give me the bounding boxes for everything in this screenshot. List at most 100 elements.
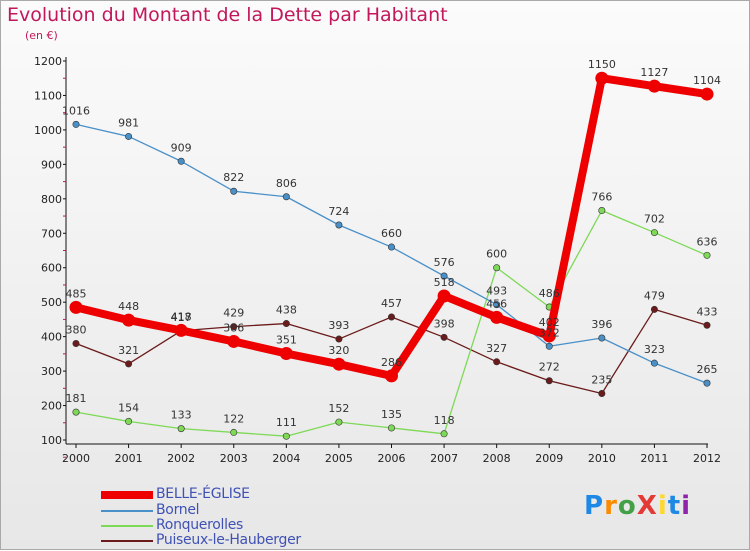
data-label-ronquerolles: 636 [697, 235, 718, 248]
x-tick-label: 2005 [325, 452, 353, 465]
data-point-belle-glise [647, 79, 661, 93]
data-point-ronquerolles [387, 424, 395, 432]
data-label-belle-glise: 1127 [640, 66, 668, 79]
data-point-belle-glise [279, 347, 293, 361]
data-point-belle-glise [437, 289, 451, 303]
data-label-ronquerolles: 118 [434, 414, 455, 427]
y-tick-label: 700 [41, 227, 62, 240]
data-label-puiseux-le-hauberger: 398 [434, 317, 455, 330]
data-point-ronquerolles [282, 432, 290, 440]
x-tick-label: 2004 [272, 452, 300, 465]
x-tick-label: 2003 [220, 452, 248, 465]
data-label-ronquerolles: 154 [118, 401, 139, 414]
data-point-ronquerolles [177, 425, 185, 433]
chart-subtitle: (en €) [25, 29, 58, 42]
data-label-bornel: 724 [328, 205, 349, 218]
data-point-ronquerolles [72, 408, 80, 416]
data-point-belle-glise [595, 71, 609, 85]
x-tick-label: 2012 [693, 452, 721, 465]
logo-letter: t [667, 491, 682, 521]
legend-label-ronquerolles: Ronquerolles [156, 517, 244, 533]
data-point-ronquerolles [125, 417, 133, 425]
data-point-ronquerolles [703, 251, 711, 259]
data-label-ronquerolles: 486 [539, 287, 560, 300]
data-label-bornel: 1016 [62, 104, 90, 117]
x-tick-label: 2001 [115, 452, 143, 465]
data-label-bornel: 396 [591, 318, 612, 331]
data-label-puiseux-le-hauberger: 433 [697, 305, 718, 318]
data-point-bornel [440, 272, 448, 280]
x-tick-label: 2002 [167, 452, 195, 465]
data-point-ronquerolles [335, 418, 343, 426]
data-point-bornel [598, 334, 606, 342]
data-label-belle-glise: 351 [276, 334, 297, 347]
data-label-belle-glise: 286 [381, 356, 402, 369]
y-tick-label: 400 [41, 331, 62, 344]
data-label-ronquerolles: 600 [486, 248, 507, 261]
data-label-bornel: 372 [539, 326, 560, 339]
x-tick-label: 2007 [430, 452, 458, 465]
data-point-puiseux-le-hauberger [650, 305, 658, 313]
data-point-ronquerolles [598, 207, 606, 215]
x-tick-label: 2010 [588, 452, 616, 465]
data-point-belle-glise [385, 369, 398, 383]
legend-swatch-ronquerolles [101, 525, 153, 527]
data-point-puiseux-le-hauberger [230, 323, 238, 331]
x-tick-label: 2006 [378, 452, 406, 465]
data-point-belle-glise [490, 310, 504, 324]
data-label-puiseux-le-hauberger: 327 [486, 342, 507, 355]
data-point-puiseux-le-hauberger [125, 360, 133, 368]
data-label-puiseux-le-hauberger: 457 [381, 297, 402, 310]
data-label-puiseux-le-hauberger: 393 [328, 319, 349, 332]
legend-swatch-belle-eglise [101, 491, 153, 499]
data-label-ronquerolles: 152 [328, 402, 349, 415]
series-line-bornel [75, 123, 708, 384]
y-tick-label: 100 [41, 434, 62, 447]
data-label-belle-glise: 418 [171, 310, 192, 323]
data-label-puiseux-le-hauberger: 235 [591, 373, 612, 386]
data-label-bornel: 822 [223, 171, 244, 184]
y-tick-label: 800 [41, 193, 62, 206]
data-label-puiseux-le-hauberger: 438 [276, 304, 297, 317]
data-label-puiseux-le-hauberger: 479 [644, 289, 665, 302]
data-label-bornel: 493 [486, 285, 507, 298]
data-point-puiseux-le-hauberger [387, 313, 395, 321]
x-tick-label: 2008 [483, 452, 511, 465]
data-label-belle-glise: 1150 [588, 58, 616, 71]
y-tick-label: 900 [41, 158, 62, 171]
logo-letter: o [617, 491, 637, 521]
data-label-puiseux-le-hauberger: 429 [223, 307, 244, 320]
data-point-ronquerolles [493, 264, 501, 272]
data-label-bornel: 265 [697, 363, 718, 376]
data-point-belle-glise [332, 357, 346, 371]
data-point-bornel [387, 243, 395, 251]
data-point-bornel [177, 157, 185, 165]
y-tick-label: 300 [41, 365, 62, 378]
data-label-ronquerolles: 111 [276, 416, 297, 429]
x-tick-label: 2009 [535, 452, 563, 465]
data-point-puiseux-le-hauberger [282, 320, 290, 328]
data-label-belle-glise: 518 [434, 276, 455, 289]
y-tick-label: 1100 [34, 89, 62, 102]
proxiti-logo: ProXiti [584, 491, 691, 521]
data-label-belle-glise: 1104 [693, 74, 721, 87]
data-point-puiseux-le-hauberger [598, 389, 606, 397]
data-label-bornel: 576 [434, 256, 455, 269]
data-point-ronquerolles [230, 428, 238, 436]
logo-letter: i [657, 491, 668, 521]
chart-title: Evolution du Montant de la Dette par Hab… [7, 4, 448, 26]
data-label-ronquerolles: 766 [591, 191, 612, 204]
y-tick-label: 1000 [34, 124, 62, 137]
x-tick-label: 2000 [62, 452, 90, 465]
data-point-bornel [72, 120, 80, 128]
data-point-bornel [125, 132, 133, 140]
data-label-puiseux-le-hauberger: 321 [118, 344, 139, 357]
y-tick-label: 1200 [34, 55, 62, 68]
data-point-bornel [335, 221, 343, 229]
data-label-belle-glise: 386 [223, 321, 244, 334]
data-label-ronquerolles: 702 [644, 213, 665, 226]
data-point-puiseux-le-hauberger [72, 340, 80, 348]
legend-label-bornel: Bornel [156, 502, 200, 518]
data-point-bornel [493, 301, 501, 309]
